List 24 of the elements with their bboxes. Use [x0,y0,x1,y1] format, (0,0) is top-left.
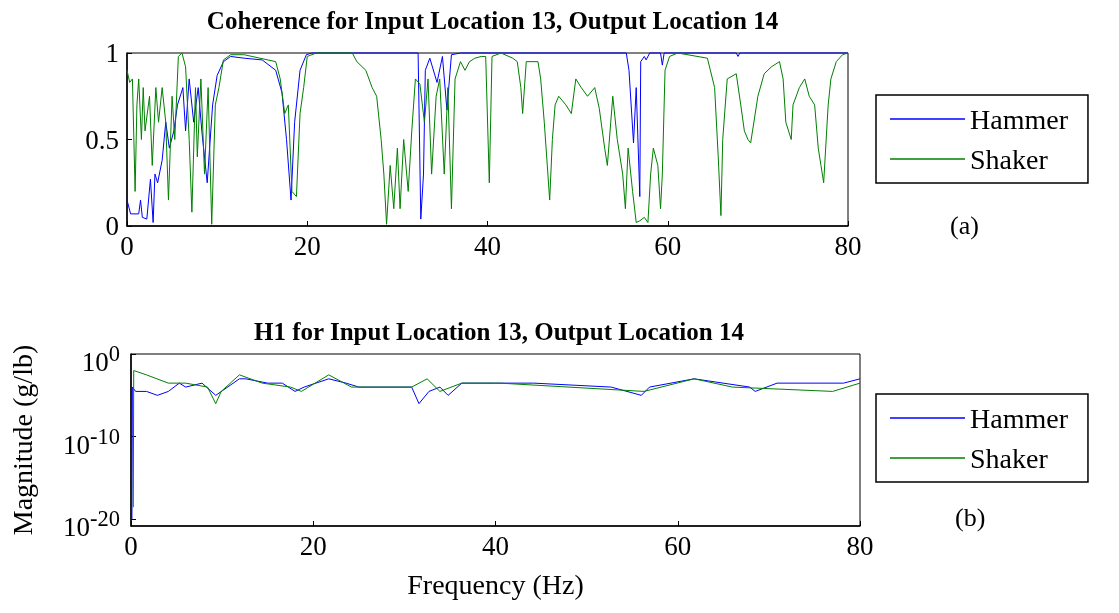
legend-label: Shaker [970,143,1049,175]
chart-title: H1 for Input Location 13, Output Location 14 [254,318,745,345]
y-tick-label: 1 [105,38,119,68]
y-tick-label: 0 [105,211,119,241]
y-tick-label: 10$^{0}$ [81,340,120,377]
x-tick-label: 20 [299,530,327,561]
y-tick-label: 10$^{-10}$ [63,422,120,460]
text: (a) [950,210,979,240]
x-tick-label: 20 [293,230,321,261]
y-tick-label: 10$^{-20}$ [63,505,120,543]
x-tick-label: 80 [834,230,862,261]
x-tick-label: 60 [654,230,682,261]
legend-label: Hammer [970,103,1069,135]
x-axis-title: Frequency (Hz) [407,568,584,600]
legend-label: Shaker [970,442,1049,474]
x-tick-label: 80 [846,530,874,561]
y-axis-title: Magnitude (g/lb) [6,344,38,536]
text: (b) [955,502,986,532]
x-tick-label: 60 [664,530,692,561]
x-tick-label: 40 [474,230,501,261]
chart-title: Coherence for Input Location 13, Output Location 14 [206,7,779,34]
x-tick-label: 40 [482,530,509,561]
legend-label: Hammer [970,402,1069,434]
y-tick-label: 0.5 [85,124,119,155]
